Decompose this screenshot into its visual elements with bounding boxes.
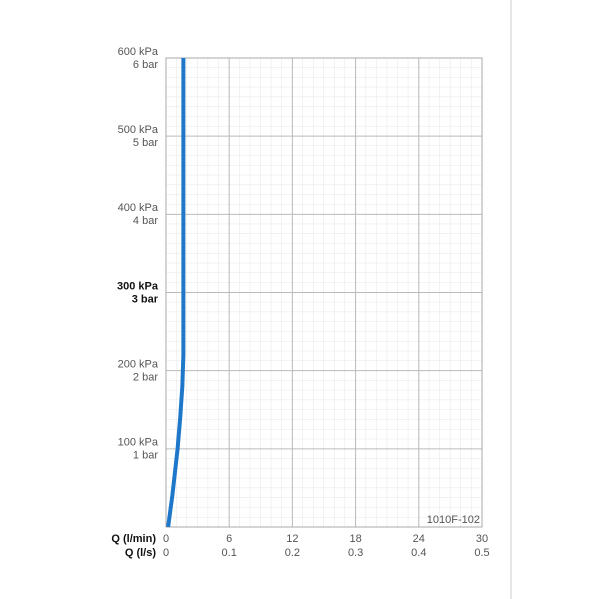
x2-tick-label: 0.3 [348, 547, 363, 559]
y-tick-label: 400 kPa [118, 202, 159, 214]
x2-tick-label: 0.5 [474, 547, 489, 559]
x-tick-label: 0 [163, 533, 169, 545]
y2-tick-label: 5 bar [133, 137, 158, 149]
x-tick-label: 12 [286, 533, 298, 545]
x-tick-label: 24 [413, 533, 425, 545]
x-tick-label: 6 [226, 533, 232, 545]
x2-tick-label: 0 [163, 547, 169, 559]
x-tick-label: 30 [476, 533, 488, 545]
y2-tick-label: 4 bar [133, 215, 158, 227]
x-axis-title: Q (l/min) [111, 533, 156, 545]
y2-tick-label: 6 bar [133, 59, 158, 71]
x2-tick-label: 0.2 [285, 547, 300, 559]
x2-axis-title: Q (l/s) [125, 547, 157, 559]
annotation: 1010F-102 [427, 514, 480, 526]
y-tick-label: 500 kPa [118, 124, 159, 136]
x2-tick-label: 0.4 [411, 547, 426, 559]
x2-tick-label: 0.1 [222, 547, 237, 559]
y-tick-label: 100 kPa [118, 437, 159, 449]
y-tick-label: 300 kPa [117, 280, 159, 292]
y2-tick-label: 1 bar [133, 450, 158, 462]
flow-curve [166, 58, 186, 528]
y-tick-label: 600 kPa [118, 46, 159, 58]
plot-frame [165, 57, 483, 528]
y-tick-label: 200 kPa [118, 359, 159, 371]
y2-tick-label: 2 bar [133, 372, 158, 384]
y2-tick-label: 3 bar [132, 293, 159, 305]
x-tick-label: 18 [349, 533, 361, 545]
